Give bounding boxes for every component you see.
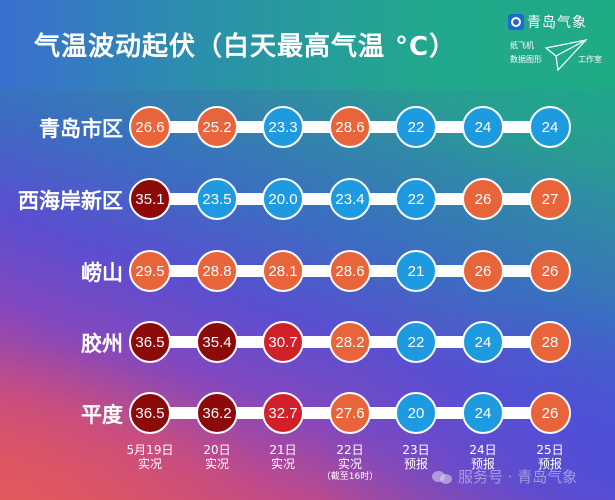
date-label: 22日 实况 （截至16时）: [315, 443, 385, 483]
temperature-dot: 27.6: [329, 392, 371, 434]
temperature-dot: 28.6: [329, 106, 371, 148]
temperature-dot: 28.6: [329, 250, 371, 292]
date-type: 预报: [537, 457, 562, 471]
temperature-dot: 28: [529, 321, 571, 363]
temperature-dot: 26: [529, 250, 571, 292]
date-label: 25日 预报: [515, 443, 585, 471]
watermark-text: 服务号 · 青岛气象: [458, 468, 578, 486]
date-type: 实况: [337, 457, 362, 471]
temperature-dot: 20: [395, 392, 437, 434]
temperature-dot: 26: [462, 250, 504, 292]
studio-line-1: 纸飞机: [510, 41, 534, 50]
temperature-dot: 20.0: [262, 178, 304, 220]
header-banner: 气温波动起伏（白天最高气温 °C） 青岛气象 纸飞机 数据图形 工作室: [0, 0, 615, 90]
date-day: 22日: [336, 443, 364, 457]
date-note: （截至16时）: [321, 472, 379, 482]
date-day: 25日: [536, 443, 564, 457]
temperature-dot: 22: [395, 321, 437, 363]
date-label: 24日 预报: [448, 443, 518, 471]
temperature-dot: 27: [529, 178, 571, 220]
date-day: 23日: [402, 443, 430, 457]
row-label: 崂山: [81, 261, 123, 285]
temperature-dot: 25.2: [196, 106, 238, 148]
date-type: 预报: [403, 457, 428, 471]
wechat-icon: [432, 469, 454, 485]
temperature-dot: 28.8: [196, 250, 238, 292]
temperature-dot: 24: [462, 392, 504, 434]
studio-credit: 纸飞机 数据图形 工作室: [508, 38, 613, 74]
temperature-dot: 28.1: [262, 250, 304, 292]
temperature-dot: 29.5: [129, 250, 171, 292]
studio-line-2: 数据图形: [510, 55, 542, 64]
temperature-dot: 36.5: [129, 321, 171, 363]
temperature-dot: 36.5: [129, 392, 171, 434]
date-label: 21日 实况: [248, 443, 318, 471]
temperature-dot: 24: [529, 106, 571, 148]
brand-name: 青岛气象: [527, 15, 587, 31]
date-day: 5月19日: [126, 443, 174, 457]
temperature-dot: 26: [529, 392, 571, 434]
temperature-dot: 24: [462, 106, 504, 148]
date-day: 20日: [203, 443, 231, 457]
temperature-dot: 32.7: [262, 392, 304, 434]
temperature-dot: 26.6: [129, 106, 171, 148]
temperature-dot: 22: [395, 178, 437, 220]
row-label: 西海岸新区: [18, 189, 123, 213]
date-type: 实况: [204, 457, 229, 471]
studio-line-3: 工作室: [578, 55, 602, 64]
page-title: 气温波动起伏（白天最高气温 °C）: [34, 32, 457, 62]
temperature-dot: 23.4: [329, 178, 371, 220]
paper-plane-icon: [544, 39, 588, 72]
temperature-dot: 30.7: [262, 321, 304, 363]
row-label: 平度: [81, 403, 123, 427]
row-label: 青岛市区: [39, 117, 123, 141]
temperature-dot: 28.2: [329, 321, 371, 363]
temperature-dot: 35.4: [196, 321, 238, 363]
date-day: 24日: [469, 443, 497, 457]
date-type: 预报: [470, 457, 495, 471]
temperature-dot: 35.1: [129, 178, 171, 220]
temperature-dot: 23.5: [196, 178, 238, 220]
temperature-dot: 36.2: [196, 392, 238, 434]
brand-block: 青岛气象 纸飞机 数据图形 工作室: [508, 12, 613, 82]
date-day: 21日: [269, 443, 297, 457]
temperature-dot: 21: [395, 250, 437, 292]
row-label: 胶州: [81, 332, 123, 356]
qingdao-weather-logo-icon: [508, 14, 524, 30]
date-label: 5月19日 实况: [115, 443, 185, 471]
temperature-dot: 23.3: [262, 106, 304, 148]
temperature-dot: 26: [462, 178, 504, 220]
date-label: 23日 预报: [381, 443, 451, 471]
temperature-dot: 22: [395, 106, 437, 148]
date-type: 实况: [137, 457, 162, 471]
watermark: 服务号 · 青岛气象: [432, 466, 577, 487]
date-label: 20日 实况: [182, 443, 252, 471]
temperature-dot: 24: [462, 321, 504, 363]
date-type: 实况: [270, 457, 295, 471]
